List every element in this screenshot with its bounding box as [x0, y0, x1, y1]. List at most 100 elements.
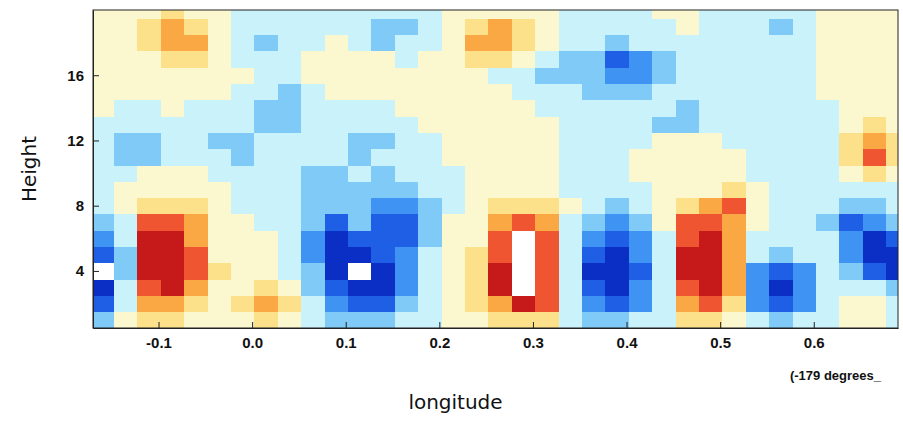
heatmap-cell	[722, 132, 746, 149]
heatmap-cell	[839, 51, 863, 68]
plot-frame	[93, 10, 898, 328]
heatmap-cell	[676, 18, 700, 35]
heatmap-cell	[559, 230, 583, 247]
heatmap-cell	[348, 230, 372, 247]
heatmap-cell	[722, 67, 746, 84]
heatmap-cell	[371, 312, 395, 328]
heatmap-cell	[863, 67, 887, 84]
heatmap-cell	[512, 165, 536, 182]
heatmap-cell	[184, 246, 208, 263]
heatmap-cell	[114, 100, 138, 117]
heatmap-cell	[161, 132, 185, 149]
heatmap-cell	[371, 279, 395, 296]
heatmap-cell	[348, 116, 372, 133]
heatmap-cell	[278, 279, 302, 296]
heatmap-cell	[208, 100, 232, 117]
heatmap-cell	[863, 263, 887, 280]
heatmap-cell	[371, 198, 395, 215]
heatmap-cell	[231, 246, 255, 263]
y-tick: 8	[76, 197, 99, 214]
heatmap-cell	[722, 246, 746, 263]
heatmap-cell	[161, 230, 185, 247]
heatmap-cell	[301, 295, 325, 312]
heatmap-cell	[465, 295, 489, 312]
heatmap-cell	[629, 51, 653, 68]
heatmap-cell	[161, 181, 185, 198]
x-axis-line	[94, 328, 899, 329]
heatmap-cell	[839, 10, 863, 19]
heatmap-cell	[301, 198, 325, 215]
heatmap-cell	[512, 18, 536, 35]
heatmap-cell	[629, 34, 653, 51]
heatmap-cell	[93, 181, 115, 198]
heatmap-cell	[254, 116, 278, 133]
heatmap-cell	[371, 83, 395, 100]
heatmap-cell	[535, 34, 559, 51]
heatmap-cell	[839, 312, 863, 328]
heatmap-cell	[839, 83, 863, 100]
heatmap-cell	[114, 263, 138, 280]
heatmap-cell	[184, 132, 208, 149]
heatmap-cell	[722, 279, 746, 296]
heatmap-cell	[863, 214, 887, 231]
heatmap-cell	[442, 295, 466, 312]
heatmap-cell	[512, 116, 536, 133]
heatmap-cell	[488, 214, 512, 231]
heatmap-cell	[348, 181, 372, 198]
heatmap-cell	[395, 246, 419, 263]
heatmap-cell	[676, 10, 700, 19]
heatmap-cell	[699, 132, 723, 149]
x-tick-mark	[346, 322, 347, 328]
heatmap-cell	[746, 165, 770, 182]
heatmap-cell	[605, 198, 629, 215]
heatmap-cell	[559, 83, 583, 100]
heatmap-cell	[793, 116, 817, 133]
heatmap-cell	[535, 312, 559, 328]
heatmap-cell	[371, 10, 395, 19]
heatmap-cell	[184, 295, 208, 312]
heatmap-cell	[395, 295, 419, 312]
y-tick-mark	[93, 271, 99, 272]
heatmap-cell	[301, 10, 325, 19]
heatmap-cell	[793, 83, 817, 100]
heatmap-cell	[793, 295, 817, 312]
heatmap-cell	[863, 165, 887, 182]
heatmap-cell	[816, 67, 840, 84]
heatmap-cell	[769, 100, 793, 117]
heatmap-cell	[184, 51, 208, 68]
heatmap-cell	[208, 263, 232, 280]
heatmap-cell	[652, 295, 676, 312]
heatmap-cell	[699, 181, 723, 198]
heatmap-cell	[442, 67, 466, 84]
heatmap-cell	[137, 67, 161, 84]
heatmap-cell	[839, 214, 863, 231]
heatmap-cell	[325, 295, 349, 312]
heatmap-cell	[278, 230, 302, 247]
heatmap-cell	[348, 10, 372, 19]
heatmap-cell	[746, 116, 770, 133]
heatmap-cell	[559, 132, 583, 149]
heatmap-cell	[676, 51, 700, 68]
heatmap-cell	[137, 18, 161, 35]
heatmap-cell	[863, 279, 887, 296]
heatmap-cell	[582, 51, 606, 68]
heatmap-cell	[137, 295, 161, 312]
heatmap-cell	[629, 312, 653, 328]
heatmap-cell	[535, 198, 559, 215]
heatmap-cell	[559, 312, 583, 328]
heatmap-cell	[863, 149, 887, 166]
heatmap-cell	[816, 18, 840, 35]
x-tick: 0.3	[523, 322, 544, 351]
heatmap-cell	[839, 246, 863, 263]
heatmap-cell	[746, 312, 770, 328]
heatmap-cell	[793, 67, 817, 84]
heatmap-cell	[114, 10, 138, 19]
heatmap-cell	[886, 67, 898, 84]
heatmap-cell	[254, 263, 278, 280]
heatmap-cell	[254, 67, 278, 84]
heatmap-cell	[886, 18, 898, 35]
heatmap-cell	[348, 67, 372, 84]
heatmap-cell	[418, 279, 442, 296]
heatmap-cell	[676, 116, 700, 133]
heatmap-cell	[301, 116, 325, 133]
